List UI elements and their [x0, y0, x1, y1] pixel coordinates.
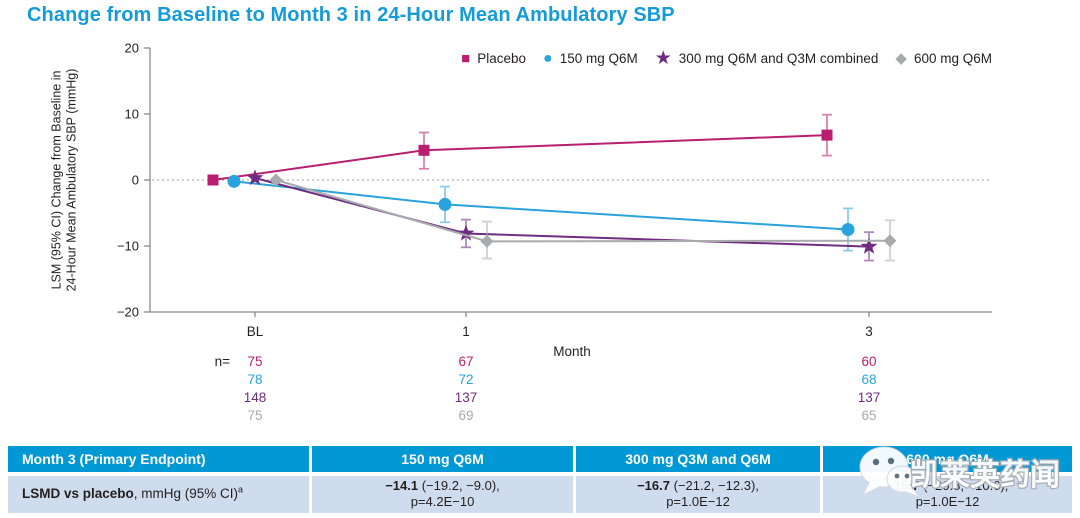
circle-marker	[841, 223, 855, 236]
legend-label: 600 mg Q6M	[913, 51, 992, 66]
n-value: 78	[247, 372, 262, 387]
watermark-text: 凯莱英药闻	[910, 459, 1060, 492]
diamond-marker-icon: ◆	[895, 50, 907, 67]
star-marker	[860, 237, 878, 254]
legend-label: 150 mg Q6M	[559, 51, 638, 66]
series-line	[212, 134, 828, 181]
p-value-300mg: p=1.0E−12	[666, 494, 730, 510]
series-1: 78 72 68	[227, 174, 877, 387]
sbp-change-chart: 20 10 0 −10 −20 BL 1 3 Month LSM (95% CI) Change …	[50, 41, 992, 423]
table-row-label: LSMD vs placebo, mmHg (95% CI)a	[8, 476, 309, 513]
lsmd-value-150mg: −14.1 (−19.2, −9.0), p=4.2E−10	[312, 476, 573, 513]
legend-label: 300 mg Q6M and Q3M combined	[678, 51, 879, 66]
legend: ■ Placebo ● 150 mg Q6M ★ 300 mg Q6M and Q3M c…	[461, 49, 992, 68]
star-marker-icon: ★	[654, 48, 672, 69]
p-value-150mg: p=4.2E−10	[410, 494, 475, 510]
n-value: 72	[458, 372, 473, 387]
n-value: 137	[858, 390, 881, 405]
y-tick-label: −20	[117, 305, 139, 320]
row-label-rest: , mmHg (95% CI)	[133, 485, 239, 501]
table-header-endpoint: Month 3 (Primary Endpoint)	[8, 446, 309, 472]
series-0: 75 67 60	[207, 113, 877, 369]
series-3: 75 69 65	[247, 173, 897, 423]
watermark: 凯莱英药闻	[859, 446, 1061, 496]
n-value: 65	[861, 408, 876, 423]
legend-item-0: ■ Placebo	[461, 51, 526, 66]
square-marker	[207, 174, 219, 186]
star-marker	[457, 224, 475, 241]
series-line	[275, 179, 891, 243]
x-tick-label: 1	[462, 324, 470, 339]
n-value: 137	[455, 390, 478, 405]
square-marker	[418, 144, 430, 156]
diamond-marker	[883, 234, 897, 248]
table-header-300mg: 300 mg Q3M and Q6M	[576, 446, 820, 472]
x-axis-title: Month	[553, 344, 591, 359]
circle-marker	[227, 174, 241, 188]
y-tick-label: 0	[132, 173, 139, 188]
wechat-icon	[859, 446, 918, 496]
x-tick-label: 3	[865, 324, 873, 339]
n-value: 67	[458, 354, 473, 369]
y-axis-title: LSM (95% CI) Change from Baseline in24-H…	[50, 69, 79, 292]
x-tick-label: BL	[247, 324, 264, 339]
n-value: 69	[458, 408, 473, 423]
table-header-150mg: 150 mg Q6M	[312, 446, 573, 472]
p-value-600mg: p=1.0E−12	[915, 494, 980, 510]
n-value: 60	[861, 354, 876, 369]
n-value: 75	[247, 408, 262, 423]
y-tick-label: −10	[117, 239, 139, 254]
legend-label: Placebo	[477, 51, 527, 66]
legend-item-3: ◆ 600 mg Q6M	[895, 51, 992, 66]
square-marker-icon: ■	[461, 50, 471, 67]
diamond-marker	[480, 234, 494, 248]
row-label-bold: LSMD vs placebo	[22, 485, 134, 501]
lsmd-value-300mg: −16.7 (−21.2, −12.3), p=1.0E−12	[576, 476, 820, 513]
row-label-footnote: a	[238, 484, 244, 495]
diamond-marker	[269, 173, 283, 187]
series-2: 148 137 137	[244, 169, 881, 405]
y-tick-label: 20	[125, 41, 139, 56]
circle-marker-icon: ●	[543, 49, 553, 67]
n-value: 148	[244, 390, 267, 405]
circle-marker	[438, 197, 452, 211]
n-value: 75	[247, 354, 262, 369]
legend-item-1: ● 150 mg Q6M	[543, 49, 638, 67]
square-marker	[821, 129, 833, 141]
n-value: 68	[861, 372, 876, 387]
endpoint-table-body-row: LSMD vs placebo, mmHg (95% CI)a −14.1 (−…	[8, 476, 1072, 513]
y-tick-label: 10	[125, 107, 139, 122]
star-marker	[246, 169, 264, 186]
page-title: Change from Baseline to Month 3 in 24-Ho…	[27, 4, 675, 26]
n-equals-label: n=	[215, 354, 231, 369]
series-line	[233, 180, 849, 231]
legend-item-2: ★ 300 mg Q6M and Q3M combined	[655, 49, 879, 68]
